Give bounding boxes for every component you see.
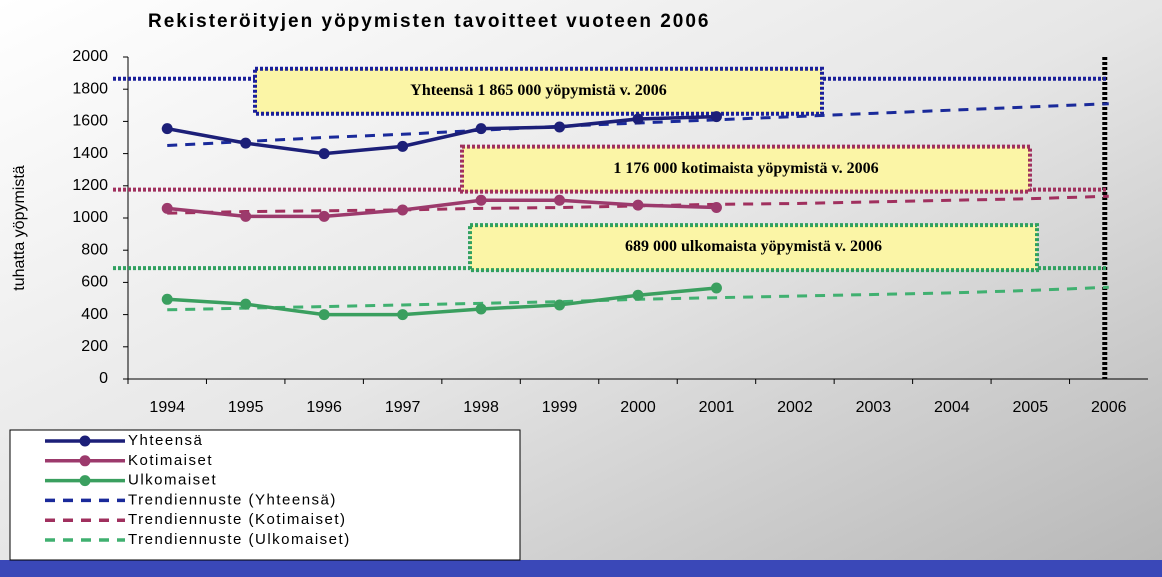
y-tick-label: 800 xyxy=(81,241,108,258)
y-tick-label: 1000 xyxy=(72,209,108,226)
data-point xyxy=(475,194,487,206)
annotation-box xyxy=(253,66,824,116)
series-line xyxy=(166,114,717,156)
annotation-text: 689 000 ulkomaista yöpymistä v. 2006 xyxy=(625,238,882,255)
annotation-text: 1 176 000 kotimaista yöpymistä v. 2006 xyxy=(613,160,878,177)
data-point xyxy=(397,309,409,321)
legend-box xyxy=(9,429,521,561)
x-tick-label: 1994 xyxy=(149,399,185,416)
annotation-text: Yhteensä 1 865 000 yöpymistä v. 2006 xyxy=(410,82,666,99)
data-point xyxy=(475,303,487,315)
data-point xyxy=(161,123,173,135)
x-tick-label: 1995 xyxy=(228,399,264,416)
x-tick-label: 2006 xyxy=(1091,399,1127,416)
x-tick-label: 2005 xyxy=(1013,399,1049,416)
data-point xyxy=(318,309,330,321)
legend-label: Yhteensä xyxy=(128,432,203,449)
y-tick-label: 200 xyxy=(81,338,108,355)
data-point xyxy=(397,140,409,152)
data-point xyxy=(632,113,644,125)
legend-label: Ulkomaiset xyxy=(128,472,217,489)
legend-marker xyxy=(79,435,91,447)
y-axis-label: tuhatta yöpymistä xyxy=(11,165,28,291)
y-tick-label: 1200 xyxy=(72,177,108,194)
data-point xyxy=(710,202,722,214)
data-point xyxy=(240,137,252,149)
x-tick-label: 2001 xyxy=(699,399,735,416)
series-line xyxy=(167,198,717,219)
y-tick-label: 0 xyxy=(99,370,108,387)
y-tick-label: 1400 xyxy=(72,145,108,162)
series-line xyxy=(167,286,717,317)
data-point xyxy=(554,121,566,133)
annotation-box xyxy=(468,223,1039,273)
data-point xyxy=(710,282,722,294)
legend-label: Trendiennuste (Ulkomaiset) xyxy=(128,531,351,548)
x-tick-label: 1999 xyxy=(542,399,578,416)
data-point xyxy=(475,123,487,135)
data-point xyxy=(318,210,330,222)
data-point xyxy=(240,210,252,222)
data-point xyxy=(710,111,722,123)
x-tick-label: 2000 xyxy=(620,399,656,416)
y-tick-label: 1600 xyxy=(72,113,108,130)
data-point xyxy=(554,299,566,311)
data-point xyxy=(397,204,409,216)
x-tick-label: 2003 xyxy=(856,399,892,416)
annotation-box xyxy=(460,144,1032,194)
x-tick-label: 1996 xyxy=(306,399,342,416)
y-tick-label: 400 xyxy=(81,306,108,323)
legend-marker xyxy=(79,455,91,467)
y-tick-label: 1800 xyxy=(72,80,108,97)
data-point xyxy=(240,298,252,310)
x-tick-label: 2002 xyxy=(777,399,813,416)
data-point xyxy=(318,148,330,160)
footer-bar xyxy=(0,560,1162,577)
x-tick-label: 1997 xyxy=(385,399,421,416)
legend-marker xyxy=(79,475,91,487)
legend-label: Kotimaiset xyxy=(128,452,213,469)
x-tick-label: 1998 xyxy=(463,399,499,416)
legend-label: Trendiennuste (Yhteensä) xyxy=(128,491,337,508)
data-point xyxy=(161,202,173,214)
y-tick-label: 2000 xyxy=(72,48,108,65)
y-tick-label: 600 xyxy=(81,274,108,291)
data-point xyxy=(632,289,644,301)
legend-label: Trendiennuste (Kotimaiset) xyxy=(128,511,347,528)
data-point xyxy=(161,293,173,305)
chart-title: Rekisteröityjen yöpymisten tavoitteet vu… xyxy=(148,11,711,32)
x-tick-label: 2004 xyxy=(934,399,970,416)
data-point xyxy=(632,199,644,211)
data-point xyxy=(554,194,566,206)
